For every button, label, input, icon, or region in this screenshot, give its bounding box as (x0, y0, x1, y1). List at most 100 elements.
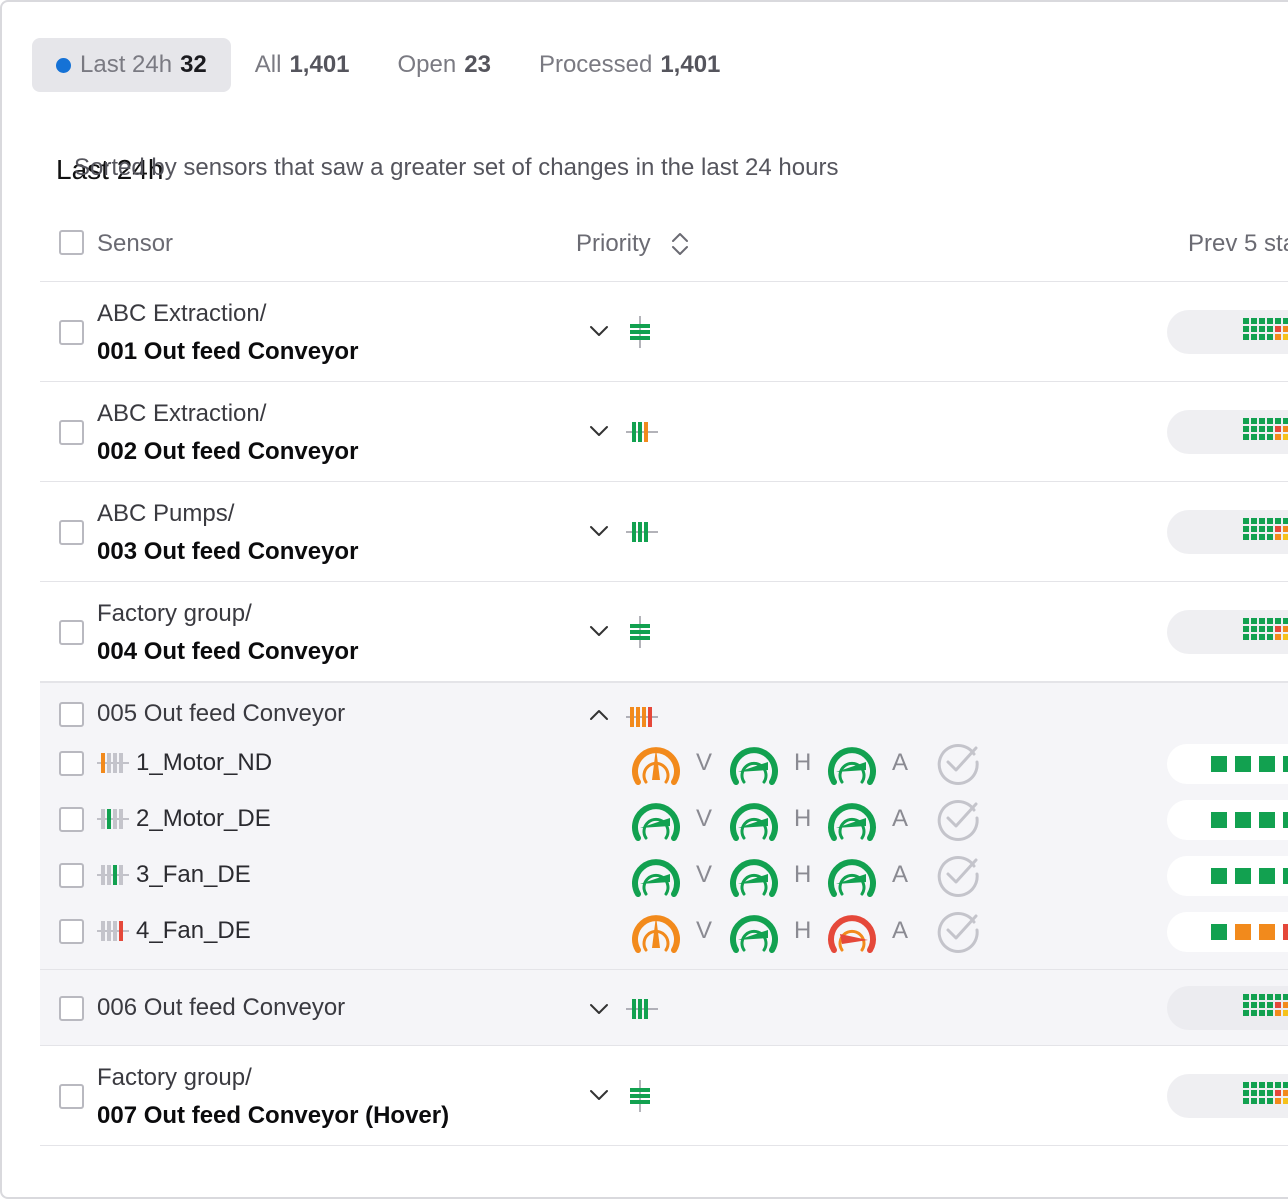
row-group: ABC Extraction/ (97, 300, 267, 327)
row-group: ABC Pumps/ (97, 500, 235, 527)
tab-all[interactable]: All 1,401 (231, 38, 374, 92)
check-circle-icon[interactable] (934, 850, 982, 898)
check-circle-icon[interactable] (934, 906, 982, 954)
prev-states-grid-icon (1243, 994, 1288, 1016)
sensor-row[interactable]: 4_Fan_DE V H A (40, 904, 1288, 960)
gauge-warning-icon[interactable] (630, 738, 682, 790)
chevron-down-icon[interactable] (588, 1084, 610, 1106)
axis-label-v: V (696, 805, 713, 832)
axis-label-a: A (892, 805, 909, 832)
gauge-ok-icon[interactable] (728, 738, 780, 790)
axis-label-h: H (794, 917, 812, 944)
table-row[interactable]: ABC Pumps/ 003 Out feed Conveyor (40, 482, 1288, 582)
row-name: 003 Out feed Conveyor (97, 538, 359, 565)
sensor-checkbox[interactable] (59, 807, 84, 832)
priority-vertical-bars-icon (626, 999, 658, 1019)
table-header: Sensor Priority Prev 5 sta (40, 218, 1288, 282)
chevron-down-icon[interactable] (588, 420, 610, 442)
select-all-checkbox[interactable] (59, 230, 84, 255)
sensor-row[interactable]: 3_Fan_DE V H A (40, 848, 1288, 904)
sensor-checkbox[interactable] (59, 863, 84, 888)
axis-label-a: A (892, 861, 909, 888)
gauge-ok-icon[interactable] (826, 738, 878, 790)
tab-last-24h[interactable]: Last 24h 32 (32, 38, 231, 92)
row-checkbox[interactable] (59, 1084, 84, 1109)
sensor-row[interactable]: 1_Motor_ND V H A (40, 736, 1288, 792)
row-checkbox[interactable] (59, 620, 84, 645)
priority-vertical-bars-icon (626, 707, 658, 727)
gauge-critical-icon[interactable] (826, 906, 878, 958)
sensor-row[interactable]: 2_Motor_DE V H A (40, 792, 1288, 848)
row-name: 006 Out feed Conveyor (97, 994, 346, 1021)
sort-icon[interactable] (671, 231, 689, 257)
table-row[interactable]: Factory group/ 004 Out feed Conveyor (40, 582, 1288, 682)
gauge-warning-icon[interactable] (630, 906, 682, 958)
row-checkbox[interactable] (59, 520, 84, 545)
table-row[interactable]: ABC Extraction/ 002 Out feed Conveyor (40, 382, 1288, 482)
sensor-name: 1_Motor_ND (136, 749, 273, 776)
priority-vertical-bars-icon (626, 522, 658, 542)
check-circle-icon[interactable] (934, 738, 982, 786)
gauge-ok-icon[interactable] (630, 850, 682, 902)
prev-states-squares-icon (1211, 868, 1288, 884)
table-row[interactable]: 006 Out feed Conveyor (40, 970, 1288, 1046)
divider (40, 682, 1288, 683)
row-checkbox[interactable] (59, 996, 84, 1021)
prev-states-squares-icon (1211, 924, 1288, 940)
sensor-checkbox[interactable] (59, 919, 84, 944)
column-header-prev-states: Prev 5 sta (1188, 230, 1288, 257)
prev-states-squares-icon (1211, 812, 1288, 828)
chevron-down-icon[interactable] (588, 998, 610, 1020)
axis-label-h: H (794, 805, 812, 832)
sensor-bars-icon (97, 753, 129, 773)
gauge-ok-icon[interactable] (728, 906, 780, 958)
row-name: 002 Out feed Conveyor (97, 438, 359, 465)
row-group: Factory group/ (97, 1064, 252, 1091)
row-checkbox[interactable] (59, 420, 84, 445)
row-name: 007 Out feed Conveyor (Hover) (97, 1102, 450, 1129)
chevron-down-icon[interactable] (588, 320, 610, 342)
group-checkbox[interactable] (59, 702, 84, 727)
gauge-ok-icon[interactable] (826, 850, 878, 902)
section-title: Last 24h (56, 154, 164, 185)
tab-count: 32 (180, 51, 207, 78)
chevron-up-icon[interactable] (588, 704, 610, 726)
column-header-priority[interactable]: Priority (576, 230, 689, 258)
table-row[interactable]: ABC Extraction/ 001 Out feed Conveyor (40, 282, 1288, 382)
row-checkbox[interactable] (59, 320, 84, 345)
axis-label-v: V (696, 917, 713, 944)
tab-label: Last 24h (80, 51, 173, 78)
table-row[interactable]: Factory group/ 007 Out feed Conveyor (Ho… (40, 1046, 1288, 1146)
row-name: 001 Out feed Conveyor (97, 338, 359, 365)
prev-states-grid-icon (1243, 618, 1288, 640)
prev-states-grid-icon (1243, 518, 1288, 540)
row-group: Factory group/ (97, 600, 252, 627)
check-circle-icon[interactable] (934, 794, 982, 842)
gauge-ok-icon[interactable] (826, 794, 878, 846)
axis-label-a: A (892, 917, 909, 944)
tab-open[interactable]: Open 23 (374, 38, 515, 92)
tab-processed[interactable]: Processed 1,401 (515, 38, 744, 92)
axis-label-v: V (696, 749, 713, 776)
axis-label-a: A (892, 749, 909, 776)
expanded-row-group: 005 Out feed Conveyor 1_Motor_ND V (40, 682, 1288, 970)
priority-horizontal-bars-icon (630, 316, 650, 348)
axis-label-h: H (794, 749, 812, 776)
section-subtitle: Sorted by sensors that saw a greater set… (74, 154, 839, 181)
gauge-ok-icon[interactable] (630, 794, 682, 846)
sensor-checkbox[interactable] (59, 751, 84, 776)
prev-states-grid-icon (1243, 1082, 1288, 1104)
gauge-ok-icon[interactable] (728, 850, 780, 902)
sensor-name: 3_Fan_DE (136, 861, 251, 888)
chevron-down-icon[interactable] (588, 620, 610, 642)
chevron-down-icon[interactable] (588, 520, 610, 542)
sensor-name: 2_Motor_DE (136, 805, 271, 832)
gauge-ok-icon[interactable] (728, 794, 780, 846)
sensor-bars-icon (97, 809, 129, 829)
priority-vertical-bars-icon (626, 422, 658, 442)
sensor-name: 4_Fan_DE (136, 917, 251, 944)
axis-label-h: H (794, 861, 812, 888)
sensor-bars-icon (97, 921, 129, 941)
sensor-bars-icon (97, 865, 129, 885)
priority-horizontal-bars-icon (630, 1080, 650, 1112)
